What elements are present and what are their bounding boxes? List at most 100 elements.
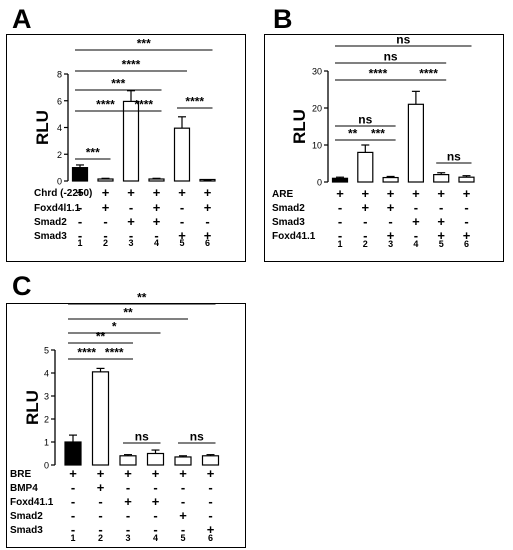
- lane-number: 4: [153, 533, 158, 543]
- condition-sign: -: [414, 228, 418, 243]
- condition-sign: -: [181, 480, 185, 495]
- condition-sign: +: [76, 185, 84, 200]
- condition-sign: +: [152, 466, 160, 481]
- condition-label: Smad2: [272, 203, 305, 214]
- condition-label: Smad3: [272, 217, 305, 228]
- condition-sign: -: [180, 200, 184, 215]
- bar: [148, 178, 165, 182]
- condition-sign: +: [204, 200, 212, 215]
- lane-number: 1: [77, 238, 82, 248]
- condition-label: BMP4: [10, 483, 38, 494]
- significance-label: **: [96, 330, 106, 344]
- significance-label: ****: [77, 346, 96, 360]
- significance-label: ****: [419, 67, 438, 81]
- condition-label: Chrd (-2250): [34, 188, 92, 199]
- condition-label: ARE: [272, 189, 293, 200]
- significance-label: ns: [384, 50, 398, 64]
- condition-sign: +: [179, 466, 187, 481]
- panel-letter-c: C: [12, 271, 32, 301]
- y-tick-label: 10: [312, 141, 322, 151]
- lane-number: 4: [154, 238, 159, 248]
- condition-sign: +: [387, 186, 395, 201]
- y-axis-title: RLU: [33, 110, 52, 145]
- condition-sign: +: [127, 185, 135, 200]
- condition-sign: -: [208, 480, 212, 495]
- y-tick-label: 0: [57, 177, 62, 187]
- condition-sign: -: [338, 200, 342, 215]
- condition-label: Foxd41.1: [10, 497, 54, 508]
- significance-label: **: [348, 127, 358, 141]
- lane-number: 1: [70, 533, 75, 543]
- y-tick-label: 8: [57, 70, 62, 80]
- significance-label: **: [137, 291, 147, 305]
- condition-sign: +: [152, 494, 160, 509]
- condition-sign: -: [338, 228, 342, 243]
- condition-label: Smad2: [10, 511, 43, 522]
- lane-number: 6: [208, 533, 213, 543]
- condition-sign: +: [102, 185, 110, 200]
- significance-label: ***: [137, 37, 151, 51]
- lane-number: 1: [337, 239, 342, 249]
- lane-number: 6: [205, 238, 210, 248]
- condition-label: Foxd41.1: [272, 231, 316, 242]
- lane-number: 6: [464, 239, 469, 249]
- y-tick-label: 0: [44, 461, 49, 471]
- condition-label: Smad2: [34, 217, 67, 228]
- lane-number: 2: [363, 239, 368, 249]
- significance-label: ****: [369, 67, 388, 81]
- condition-sign: -: [338, 214, 342, 229]
- significance-label: *: [112, 320, 117, 334]
- condition-sign: +: [204, 185, 212, 200]
- condition-sign: -: [464, 214, 468, 229]
- significance-label: ***: [111, 77, 125, 91]
- significance-label: ns: [190, 430, 204, 444]
- significance-label: ****: [122, 58, 141, 72]
- bar: [64, 441, 82, 466]
- bar: [173, 127, 191, 182]
- condition-sign: -: [153, 508, 157, 523]
- condition-sign: +: [124, 494, 132, 509]
- condition-sign: -: [126, 522, 130, 537]
- bar: [71, 167, 89, 182]
- condition-sign: +: [336, 186, 344, 201]
- condition-label: Smad3: [10, 525, 43, 536]
- panel-letter-b: B: [273, 4, 293, 34]
- y-tick-label: 2: [57, 150, 62, 160]
- y-axis-title: RLU: [23, 390, 42, 425]
- lane-number: 3: [388, 239, 393, 249]
- significance-label: ns: [135, 430, 149, 444]
- lane-number: 3: [125, 533, 130, 543]
- condition-sign: +: [362, 186, 370, 201]
- significance-label: ****: [105, 346, 124, 360]
- condition-sign: +: [387, 228, 395, 243]
- significance-label: ns: [358, 113, 372, 127]
- bar: [458, 176, 475, 183]
- condition-sign: +: [437, 214, 445, 229]
- panel-c-frame: [6, 303, 246, 548]
- lane-number: 5: [439, 239, 444, 249]
- condition-sign: +: [179, 508, 187, 523]
- y-tick-label: 4: [57, 123, 62, 133]
- condition-sign: +: [387, 200, 395, 215]
- lane-number: 2: [98, 533, 103, 543]
- condition-sign: -: [363, 214, 367, 229]
- y-tick-label: 20: [312, 104, 322, 114]
- significance-label: ns: [396, 33, 410, 47]
- condition-sign: -: [129, 200, 133, 215]
- condition-sign: +: [412, 214, 420, 229]
- condition-sign: +: [463, 186, 471, 201]
- panel-letter-a: A: [12, 4, 32, 34]
- condition-sign: +: [207, 466, 215, 481]
- bar: [331, 177, 349, 183]
- significance-label: **: [123, 306, 133, 320]
- significance-label: ***: [371, 127, 385, 141]
- bar: [382, 176, 399, 183]
- significance-label: ns: [447, 150, 461, 164]
- condition-sign: -: [71, 508, 75, 523]
- panel-b-frame: [264, 34, 504, 262]
- condition-sign: -: [363, 228, 367, 243]
- y-tick-label: 4: [44, 369, 49, 379]
- condition-sign: -: [208, 508, 212, 523]
- lane-number: 3: [128, 238, 133, 248]
